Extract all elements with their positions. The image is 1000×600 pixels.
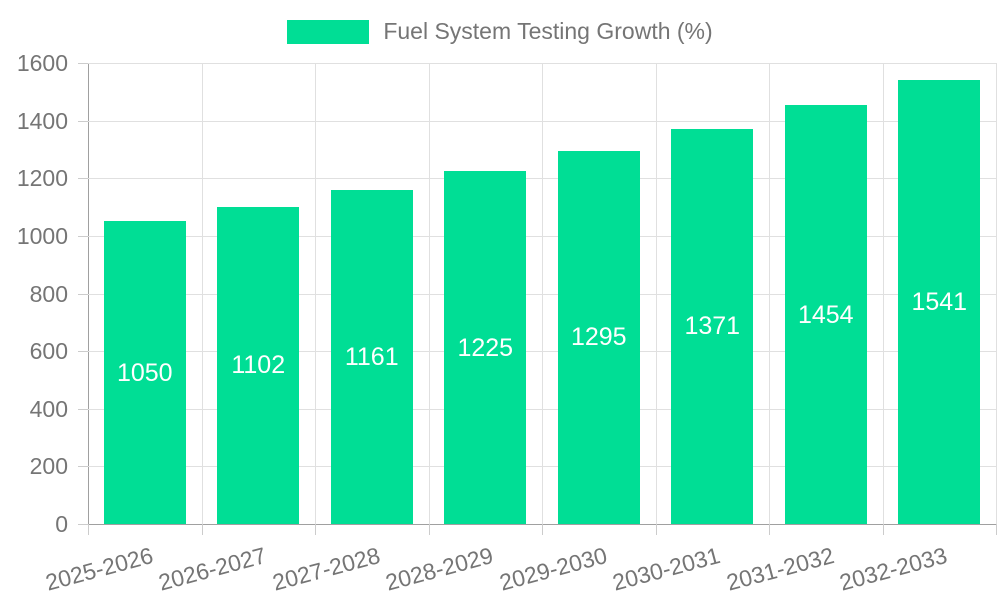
x-tick	[769, 524, 770, 535]
x-tick	[315, 524, 316, 535]
x-axis-label: 2031-2032	[723, 542, 837, 596]
bar[interactable]	[217, 206, 300, 524]
bar[interactable]	[103, 221, 186, 524]
y-axis-label: 800	[29, 280, 68, 307]
y-tick	[78, 351, 88, 353]
x-axis-label: 2025-2026	[42, 542, 156, 596]
x-axis-label: 2027-2028	[269, 542, 383, 596]
gridline-v	[996, 63, 997, 524]
bar[interactable]	[444, 171, 527, 524]
x-tick	[542, 524, 543, 535]
bar[interactable]	[784, 105, 867, 524]
y-axis-label: 0	[55, 511, 68, 537]
bar-value-label: 1371	[684, 312, 741, 341]
y-tick	[78, 63, 88, 64]
legend-label: Fuel System Testing Growth (%)	[383, 18, 713, 44]
y-tick	[78, 466, 88, 468]
gridline-v	[315, 63, 316, 524]
gridline-v	[769, 63, 770, 524]
x-tick	[88, 524, 89, 535]
y-tick	[78, 408, 88, 410]
x-axis-label: 2032-2033	[836, 542, 950, 596]
y-tick	[78, 235, 88, 237]
x-tick	[882, 524, 884, 535]
bar[interactable]	[898, 80, 981, 524]
bar[interactable]	[557, 150, 640, 524]
x-tick	[996, 524, 997, 535]
y-axis-label: 1200	[16, 165, 68, 192]
bar[interactable]	[671, 128, 754, 524]
gridline-v	[882, 63, 884, 524]
y-axis-label: 600	[29, 338, 68, 365]
gridline-v	[428, 63, 430, 524]
bar-value-label: 1102	[231, 351, 286, 380]
legend-swatch-icon[interactable]	[287, 19, 370, 44]
x-axis-label: 2029-2030	[496, 542, 610, 596]
gridline-v	[201, 63, 203, 524]
bar-value-label: 1541	[911, 287, 968, 316]
y-axis-label: 1000	[16, 222, 68, 249]
y-tick	[78, 178, 88, 180]
x-tick	[655, 524, 657, 535]
y-axis-label: 200	[29, 453, 68, 480]
y-tick	[78, 524, 88, 525]
gridline-v	[542, 63, 543, 524]
bar-value-label: 1161	[344, 342, 399, 371]
y-tick	[78, 120, 88, 122]
y-axis-label: 1400	[16, 107, 68, 134]
y-tick	[78, 293, 88, 295]
chart-legend[interactable]: Fuel System Testing Growth (%)	[0, 18, 1000, 45]
x-axis-label: 2030-2031	[609, 542, 723, 596]
bar-value-label: 1225	[457, 333, 514, 362]
plot-area: 1050 1102 1161 1225 1295 1371 1454 1541	[88, 63, 997, 524]
gridline-v	[655, 63, 657, 524]
bar[interactable]	[330, 189, 413, 524]
x-tick	[428, 524, 430, 535]
bar-value-label: 1454	[797, 300, 854, 329]
bar-value-label: 1050	[116, 358, 173, 387]
y-axis-label: 1600	[16, 50, 68, 76]
x-axis-label: 2026-2027	[155, 542, 269, 596]
x-axis-label: 2028-2029	[382, 542, 496, 596]
y-axis-label: 400	[29, 395, 68, 422]
bar-value-label: 1295	[570, 323, 627, 352]
x-tick	[201, 524, 203, 535]
